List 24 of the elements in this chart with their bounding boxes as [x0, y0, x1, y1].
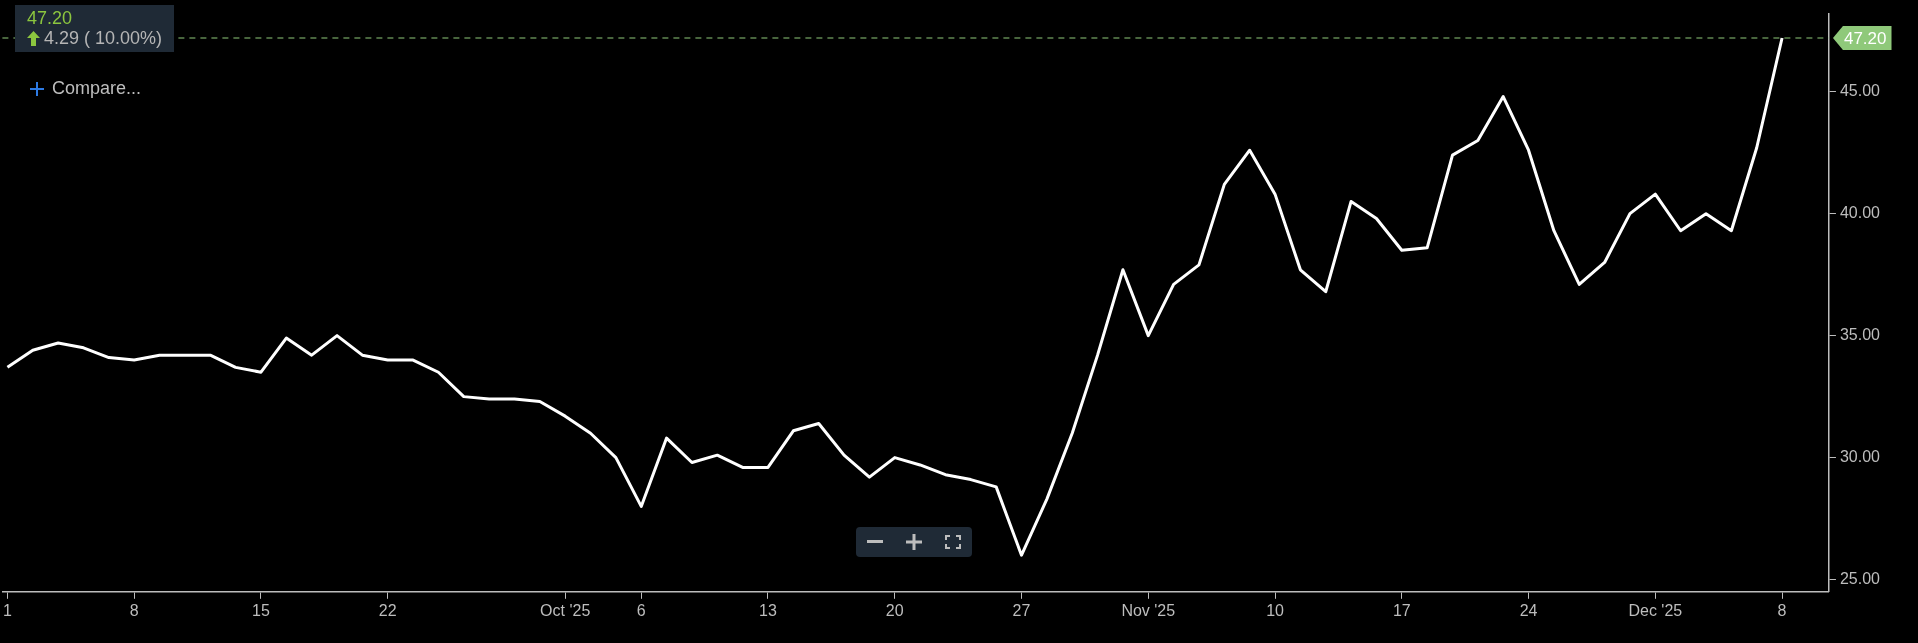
x-tick-label: 27 — [1012, 601, 1031, 619]
x-tick-label: 6 — [636, 601, 646, 619]
text: 4.29 ( 10.00%) — [44, 28, 163, 48]
y-tick-label: 40.00 — [1839, 204, 1881, 222]
x-tick-label: 8 — [1777, 601, 1787, 619]
x-tick-label: 15 — [252, 601, 270, 619]
annotation: Compare... — [52, 78, 142, 99]
x-tick-label: Dec '25 — [1628, 601, 1683, 619]
y-tick-label: 30.00 — [1839, 448, 1881, 466]
x-tick-label: 8 — [129, 601, 139, 619]
y-tick-label: 25.00 — [1839, 570, 1881, 588]
y-tick-label: 45.00 — [1839, 82, 1881, 100]
y-tick-label: 35.00 — [1839, 326, 1881, 344]
chart-title: 47.20 — [27, 8, 74, 28]
x-tick-label: 22 — [378, 601, 397, 619]
x-tick-label: 24 — [1519, 601, 1538, 619]
x-tick-label: 13 — [759, 601, 777, 619]
x-tick-label: Oct '25 — [540, 601, 591, 619]
x-tick-label: 1 — [3, 601, 12, 619]
x-tick-label: Nov '25 — [1121, 601, 1176, 619]
x-tick-label: 20 — [885, 601, 904, 619]
x-tick-label: 17 — [1392, 601, 1411, 619]
x-tick-label: 10 — [1266, 601, 1285, 619]
ref-line-label: 47.20 — [1843, 28, 1887, 48]
